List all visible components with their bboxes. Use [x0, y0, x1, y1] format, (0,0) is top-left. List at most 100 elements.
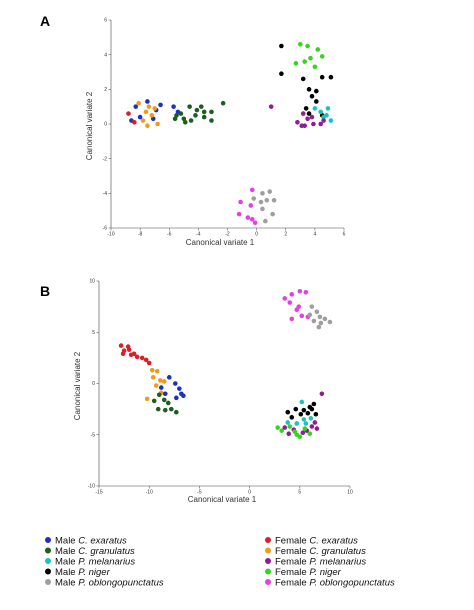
point-male-niger	[309, 406, 315, 412]
point-male-oblongopunctatus	[317, 314, 323, 320]
y-tick-label: 0	[104, 122, 107, 128]
point-female-melanarius	[318, 121, 324, 127]
point-female-melanarius	[314, 426, 320, 431]
point-male-oblongopunctatus	[271, 197, 277, 203]
point-male-exaratus	[158, 102, 163, 108]
point-female-melanarius	[268, 104, 274, 109]
point-female-exaratus	[139, 355, 145, 361]
point-male-granulatus	[162, 407, 168, 413]
point-female-exaratus	[118, 343, 124, 348]
point-male-granulatus	[198, 104, 204, 109]
point-male-melanarius	[299, 399, 305, 405]
point-male-niger	[313, 411, 319, 417]
point-male-granulatus	[209, 109, 214, 115]
point-male-oblongopunctatus	[318, 320, 324, 326]
point-female-exaratus	[126, 111, 131, 116]
y-tick-label: 6	[104, 18, 107, 24]
point-male-oblongopunctatus	[311, 318, 317, 324]
point-male-melanarius	[294, 421, 300, 426]
point-male-granulatus	[181, 116, 187, 122]
y-tick-label: 10	[89, 279, 95, 285]
point-female-granulatus	[152, 106, 157, 111]
point-female-melanarius	[311, 121, 316, 127]
y-tick-label: -5	[91, 432, 96, 438]
point-male-niger	[311, 401, 317, 407]
y-tick-label: -4	[103, 191, 108, 197]
point-male-exaratus	[181, 393, 186, 399]
legend-label-male-exaratus: Male C. exaratus	[55, 535, 127, 546]
legend-marker-female-exaratus	[265, 537, 271, 543]
point-male-granulatus	[193, 113, 198, 118]
point-male-exaratus	[173, 381, 178, 386]
point-male-granulatus	[201, 109, 207, 115]
point-male-exaratus	[174, 395, 179, 401]
legend-label-female-exaratus: Female C. exaratus	[275, 535, 358, 546]
panel-a-y-axis-title: Canonical variate 2	[85, 91, 94, 160]
point-female-oblongopunctatus	[282, 296, 288, 301]
x-tick-label: 6	[343, 232, 346, 238]
point-female-niger	[312, 64, 318, 70]
y-tick-label: 4	[104, 52, 107, 58]
y-tick-label: -10	[88, 484, 95, 490]
point-male-oblongopunctatus	[263, 218, 268, 224]
point-male-granulatus	[220, 100, 226, 106]
legend-marker-male-niger	[45, 568, 51, 575]
point-female-niger	[279, 428, 285, 433]
point-female-niger	[275, 425, 281, 430]
point-female-melanarius	[299, 123, 305, 129]
point-male-melanarius	[301, 417, 307, 422]
x-tick-label: -8	[138, 232, 143, 238]
point-female-melanarius	[321, 118, 326, 123]
point-female-exaratus	[120, 351, 126, 357]
legend-label-male-niger: Male P. niger	[55, 567, 111, 578]
x-tick-label: 10	[347, 490, 353, 496]
point-male-exaratus	[177, 386, 182, 391]
point-male-melanarius	[325, 106, 331, 111]
point-male-exaratus	[150, 116, 156, 122]
point-female-oblongopunctatus	[236, 211, 242, 217]
point-female-niger	[315, 47, 321, 52]
point-female-oblongopunctatus	[249, 217, 255, 222]
legend-marker-female-granulatus	[265, 547, 271, 554]
point-male-exaratus	[162, 391, 168, 397]
x-tick-label: 0	[255, 232, 258, 238]
point-female-oblongopunctatus	[289, 292, 295, 297]
point-male-oblongopunctatus	[251, 196, 257, 201]
legend-marker-male-oblongopunctatus	[45, 579, 51, 585]
point-male-oblongopunctatus	[307, 312, 313, 318]
point-male-granulatus	[201, 114, 207, 120]
point-male-oblongopunctatus	[309, 304, 315, 309]
x-tick-label: -4	[196, 232, 201, 238]
point-male-melanarius	[308, 416, 314, 421]
point-female-granulatus	[140, 118, 146, 123]
point-male-granulatus	[182, 119, 188, 125]
legend-label-female-granulatus: Female C. granulatus	[275, 546, 366, 557]
panel-b-letter: B	[40, 283, 50, 299]
point-male-granulatus	[155, 406, 161, 412]
point-male-oblongopunctatus	[260, 191, 265, 196]
point-female-granulatus	[145, 123, 150, 129]
point-female-niger	[287, 424, 293, 429]
point-female-niger	[319, 54, 325, 59]
point-female-melanarius	[286, 431, 292, 437]
point-male-melanarius	[328, 118, 334, 123]
point-female-granulatus	[153, 383, 159, 388]
point-female-exaratus	[143, 357, 149, 363]
point-male-niger	[301, 407, 307, 413]
legend-label-female-niger: Female P. niger	[275, 567, 342, 578]
point-female-melanarius	[319, 391, 325, 397]
point-female-melanarius	[300, 111, 306, 116]
point-male-niger	[314, 99, 319, 104]
point-female-granulatus	[155, 121, 160, 127]
point-female-granulatus	[161, 379, 167, 384]
x-tick-label: 5	[298, 490, 301, 496]
y-tick-label: -2	[103, 156, 108, 162]
point-female-exaratus	[134, 354, 140, 360]
point-male-niger	[306, 111, 312, 116]
point-male-granulatus	[151, 398, 157, 404]
point-female-granulatus	[149, 367, 155, 373]
legend-label-male-oblongopunctatus: Male P. oblongopunctatus	[55, 577, 164, 588]
point-female-oblongopunctatus	[299, 313, 305, 319]
